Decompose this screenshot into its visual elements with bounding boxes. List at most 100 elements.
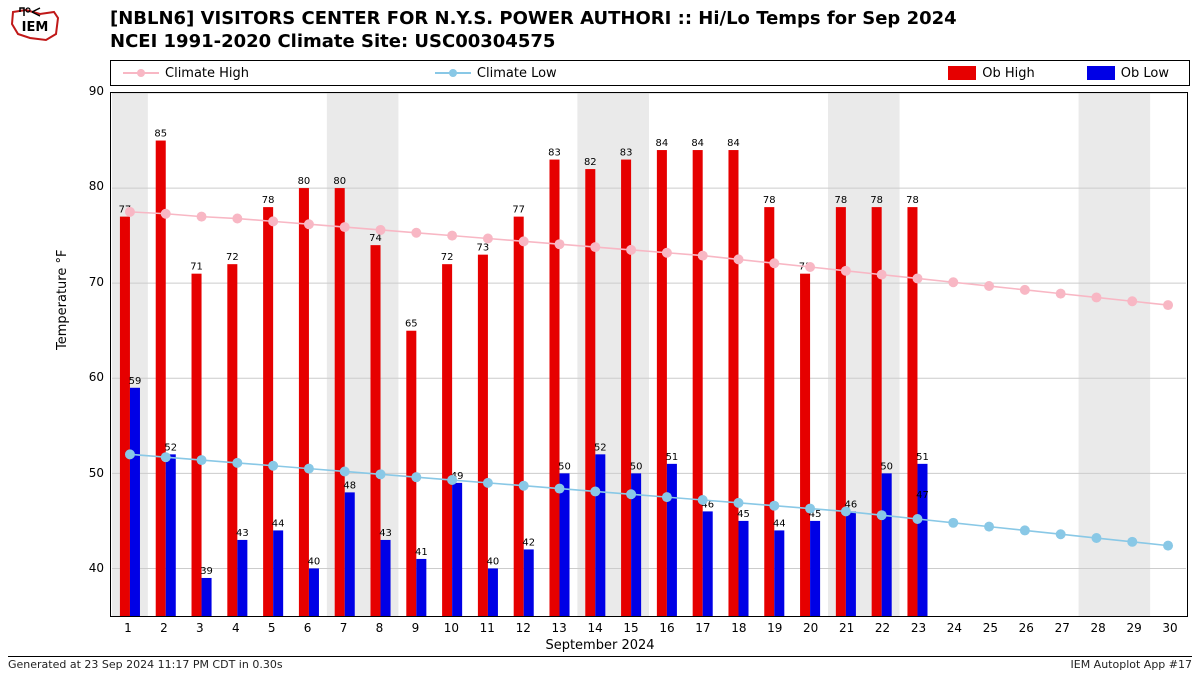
svg-text:71: 71 <box>190 262 203 273</box>
legend-ob-high-label: Ob High <box>982 66 1035 81</box>
legend-ob-low-icon <box>1087 66 1115 80</box>
svg-text:82: 82 <box>584 157 597 168</box>
x-tick-label: 22 <box>873 621 893 635</box>
svg-text:85: 85 <box>154 129 167 140</box>
svg-text:78: 78 <box>835 195 848 206</box>
svg-text:78: 78 <box>262 195 275 206</box>
x-tick-label: 10 <box>441 621 461 635</box>
x-tick-label: 4 <box>226 621 246 635</box>
svg-text:43: 43 <box>236 528 249 539</box>
y-tick-label: 40 <box>89 561 104 575</box>
x-tick-label: 17 <box>693 621 713 635</box>
x-tick-label: 27 <box>1052 621 1072 635</box>
svg-text:50: 50 <box>630 461 643 472</box>
x-tick-label: 1 <box>118 621 138 635</box>
legend-ob-low-label: Ob Low <box>1121 66 1169 81</box>
svg-text:51: 51 <box>666 452 679 463</box>
svg-text:73: 73 <box>477 243 490 254</box>
svg-text:59: 59 <box>129 376 142 387</box>
svg-text:45: 45 <box>737 509 750 520</box>
svg-text:80: 80 <box>333 176 346 187</box>
svg-text:47: 47 <box>916 490 929 501</box>
svg-text:77: 77 <box>512 205 525 216</box>
svg-text:44: 44 <box>272 518 285 529</box>
title-line-1: [NBLN6] VISITORS CENTER FOR N.Y.S. POWER… <box>110 8 957 31</box>
svg-text:84: 84 <box>656 138 669 149</box>
svg-text:IEM: IEM <box>22 20 49 35</box>
legend-climate-low-label: Climate Low <box>477 66 557 81</box>
legend-ob-high-icon <box>948 66 976 80</box>
x-tick-label: 25 <box>980 621 1000 635</box>
x-tick-label: 26 <box>1016 621 1036 635</box>
y-tick-label: 50 <box>89 466 104 480</box>
legend-climate-high: Climate High <box>111 66 423 81</box>
footer-rule <box>8 656 1192 657</box>
svg-text:41: 41 <box>415 547 428 558</box>
x-tick-label: 12 <box>513 621 533 635</box>
svg-text:84: 84 <box>727 138 740 149</box>
x-tick-label: 29 <box>1124 621 1144 635</box>
x-tick-label: 2 <box>154 621 174 635</box>
svg-text:43: 43 <box>379 528 392 539</box>
svg-text:52: 52 <box>164 442 177 453</box>
y-axis-label: Temperature °F <box>55 250 70 350</box>
chart-title: [NBLN6] VISITORS CENTER FOR N.Y.S. POWER… <box>110 8 957 53</box>
svg-text:83: 83 <box>620 148 633 159</box>
svg-text:40: 40 <box>308 556 321 567</box>
x-tick-label: 18 <box>729 621 749 635</box>
x-tick-label: 7 <box>334 621 354 635</box>
svg-text:50: 50 <box>558 461 571 472</box>
y-tick-label: 70 <box>89 275 104 289</box>
legend-ob-high: Ob High <box>735 66 1075 81</box>
x-tick-label: 24 <box>944 621 964 635</box>
footer-generated: Generated at 23 Sep 2024 11:17 PM CDT in… <box>8 658 283 671</box>
x-tick-label: 20 <box>801 621 821 635</box>
svg-text:78: 78 <box>870 195 883 206</box>
x-tick-label: 21 <box>837 621 857 635</box>
legend-climate-high-icon <box>123 66 159 80</box>
x-tick-label: 16 <box>657 621 677 635</box>
x-axis-label: September 2024 <box>0 638 1200 653</box>
legend-climate-low-icon <box>435 66 471 80</box>
svg-text:39: 39 <box>200 566 213 577</box>
svg-text:50: 50 <box>880 461 893 472</box>
footer: Generated at 23 Sep 2024 11:17 PM CDT in… <box>8 658 1192 671</box>
svg-text:52: 52 <box>594 442 607 453</box>
svg-text:42: 42 <box>522 537 535 548</box>
svg-text:80: 80 <box>298 176 311 187</box>
x-tick-label: 8 <box>370 621 390 635</box>
y-tick-label: 80 <box>89 179 104 193</box>
x-tick-label: 9 <box>405 621 425 635</box>
x-tick-label: 14 <box>585 621 605 635</box>
legend-climate-high-label: Climate High <box>165 66 249 81</box>
y-tick-label: 60 <box>89 370 104 384</box>
svg-text:44: 44 <box>773 518 786 529</box>
svg-text:65: 65 <box>405 319 418 330</box>
x-tick-label: 30 <box>1160 621 1180 635</box>
iem-logo-icon: IEM <box>8 4 63 44</box>
footer-app: IEM Autoplot App #17 <box>1071 658 1193 671</box>
svg-text:40: 40 <box>487 556 500 567</box>
x-tick-label: 28 <box>1088 621 1108 635</box>
x-tick-label: 13 <box>549 621 569 635</box>
x-tick-label: 5 <box>262 621 282 635</box>
x-tick-label: 19 <box>765 621 785 635</box>
x-tick-label: 3 <box>190 621 210 635</box>
svg-text:72: 72 <box>441 252 454 263</box>
x-tick-label: 6 <box>298 621 318 635</box>
title-line-2: NCEI 1991-2020 Climate Site: USC00304575 <box>110 31 957 54</box>
legend-ob-low: Ob Low <box>1075 66 1189 81</box>
legend-climate-low: Climate Low <box>423 66 735 81</box>
x-tick-label: 11 <box>477 621 497 635</box>
x-tick-label: 23 <box>909 621 929 635</box>
svg-text:78: 78 <box>906 195 919 206</box>
x-tick-label: 15 <box>621 621 641 635</box>
temperature-chart: 7759855271397243784480408048744365417249… <box>110 92 1188 617</box>
svg-text:48: 48 <box>343 480 356 491</box>
chart-page: IEM [NBLN6] VISITORS CENTER FOR N.Y.S. P… <box>0 0 1200 675</box>
svg-text:83: 83 <box>548 148 561 159</box>
y-tick-label: 90 <box>89 84 104 98</box>
svg-text:72: 72 <box>226 252 239 263</box>
svg-text:51: 51 <box>916 452 929 463</box>
legend: Climate High Climate Low Ob High Ob Low <box>110 60 1190 86</box>
